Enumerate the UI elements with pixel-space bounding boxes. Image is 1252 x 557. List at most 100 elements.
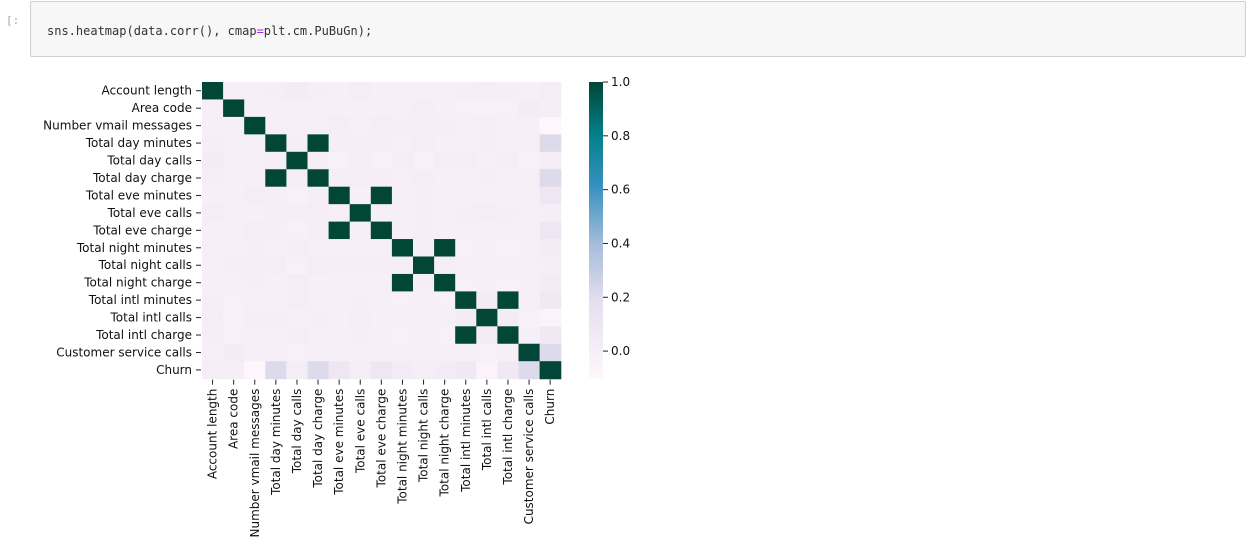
x-tick-label: Customer service calls <box>522 389 536 525</box>
heatmap-cell <box>370 326 393 345</box>
heatmap-cell <box>434 343 456 362</box>
heatmap-cell <box>539 134 562 153</box>
heatmap-cell <box>349 186 372 205</box>
y-tick-label: Total eve calls <box>107 206 192 220</box>
heatmap-cell <box>307 343 330 362</box>
heatmap-cell <box>328 116 351 135</box>
heatmap-cell <box>476 273 498 292</box>
heatmap-cell <box>223 134 245 153</box>
heatmap-cell <box>518 116 541 135</box>
heatmap-cell <box>223 99 245 118</box>
heatmap-cell <box>455 361 477 380</box>
heatmap-cell <box>244 308 266 327</box>
heatmap-cell <box>328 186 351 205</box>
heatmap-cell <box>391 151 414 170</box>
heatmap-cell <box>349 291 372 310</box>
heatmap-cell <box>349 82 372 101</box>
heatmap-cell <box>370 82 393 101</box>
heatmap-cell <box>286 343 309 362</box>
heatmap-cell <box>286 256 309 275</box>
heatmap-cell <box>349 326 372 345</box>
heatmap-cell <box>265 239 287 258</box>
heatmap-cell <box>434 221 456 240</box>
heatmap-cell <box>370 134 393 153</box>
heatmap-cell <box>349 343 372 362</box>
y-tick-label: Total intl charge <box>95 328 192 342</box>
heatmap-cell <box>328 169 351 188</box>
heatmap-cell <box>476 326 498 345</box>
heatmap-cell <box>539 169 562 188</box>
heatmap-cell <box>328 221 351 240</box>
heatmap-cell <box>391 169 414 188</box>
heatmap-cell <box>265 169 287 188</box>
colorbar <box>589 82 603 378</box>
heatmap-cell <box>391 326 414 345</box>
heatmap-cell <box>370 361 393 380</box>
heatmap-cell <box>265 116 287 135</box>
heatmap-cell <box>328 361 351 380</box>
y-tick-label: Total intl calls <box>109 311 192 325</box>
heatmap-cell <box>223 256 245 275</box>
heatmap-cell <box>223 169 245 188</box>
x-tick-label: Churn <box>543 389 557 425</box>
y-tick-label: Total day calls <box>106 154 192 168</box>
heatmap-cell <box>223 151 245 170</box>
heatmap-cell <box>455 291 477 310</box>
heatmap-cell <box>518 186 541 205</box>
heatmap-cell <box>244 343 266 362</box>
heatmap-cell <box>286 186 309 205</box>
heatmap-cell <box>455 99 477 118</box>
heatmap-cell <box>370 256 393 275</box>
heatmap-cell <box>286 151 309 170</box>
cell-prompt: [: <box>6 14 20 27</box>
heatmap-cell <box>223 361 245 380</box>
heatmap-cell <box>434 134 456 153</box>
heatmap-cell <box>434 82 456 101</box>
heatmap-cell <box>328 273 351 292</box>
heatmap-cell <box>244 151 266 170</box>
heatmap-cell <box>286 204 309 223</box>
heatmap-cell <box>413 256 435 275</box>
code-open-paren: ( <box>126 24 134 38</box>
heatmap-cell <box>391 99 414 118</box>
heatmap-cell <box>244 361 266 380</box>
colorbar-tick-label: 0.0 <box>611 344 630 358</box>
heatmap-cell <box>413 239 435 258</box>
heatmap-cell <box>539 239 562 258</box>
heatmap-cell <box>286 82 309 101</box>
heatmap-cell <box>244 221 266 240</box>
heatmap-cell <box>518 99 541 118</box>
heatmap-cell <box>434 204 456 223</box>
heatmap-cell <box>307 151 330 170</box>
heatmap-x-labels: Account length Area code Number vmail mess… <box>206 379 557 537</box>
heatmap-cell <box>434 186 456 205</box>
heatmap-cell <box>476 99 498 118</box>
heatmap-cell <box>497 343 520 362</box>
heatmap-cell <box>370 169 393 188</box>
heatmap-cell <box>349 273 372 292</box>
heatmap-cell <box>434 116 456 135</box>
heatmap-cell <box>223 308 245 327</box>
heatmap-cell <box>413 343 435 362</box>
heatmap-cell <box>370 291 393 310</box>
heatmap-cell <box>391 256 414 275</box>
heatmap-cell <box>539 326 562 345</box>
code-cell-input[interactable]: sns.heatmap(data.corr(), cmap=plt.cm.PuB… <box>30 1 1246 57</box>
x-tick-label: Total day charge <box>311 389 325 489</box>
heatmap-cell <box>202 239 224 258</box>
heatmap-cell <box>349 256 372 275</box>
heatmap-cell <box>539 116 562 135</box>
x-tick-label: Area code <box>227 389 241 449</box>
heatmap-cell <box>518 308 541 327</box>
x-tick-label: Total intl minutes <box>459 389 473 493</box>
heatmap-cell <box>413 361 435 380</box>
heatmap-cell <box>434 99 456 118</box>
heatmap-cell <box>434 361 456 380</box>
heatmap-cell <box>476 343 498 362</box>
heatmap-cell <box>307 82 330 101</box>
heatmap-cell <box>202 273 224 292</box>
colorbar-tick-label: 1.0 <box>611 75 630 89</box>
heatmap-cell <box>497 169 520 188</box>
heatmap-cell <box>307 326 330 345</box>
x-tick-label: Total intl calls <box>480 389 494 472</box>
